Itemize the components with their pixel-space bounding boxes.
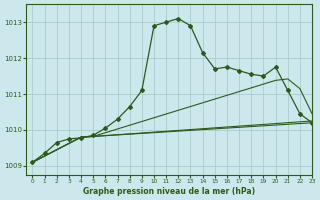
X-axis label: Graphe pression niveau de la mer (hPa): Graphe pression niveau de la mer (hPa) [83,187,255,196]
